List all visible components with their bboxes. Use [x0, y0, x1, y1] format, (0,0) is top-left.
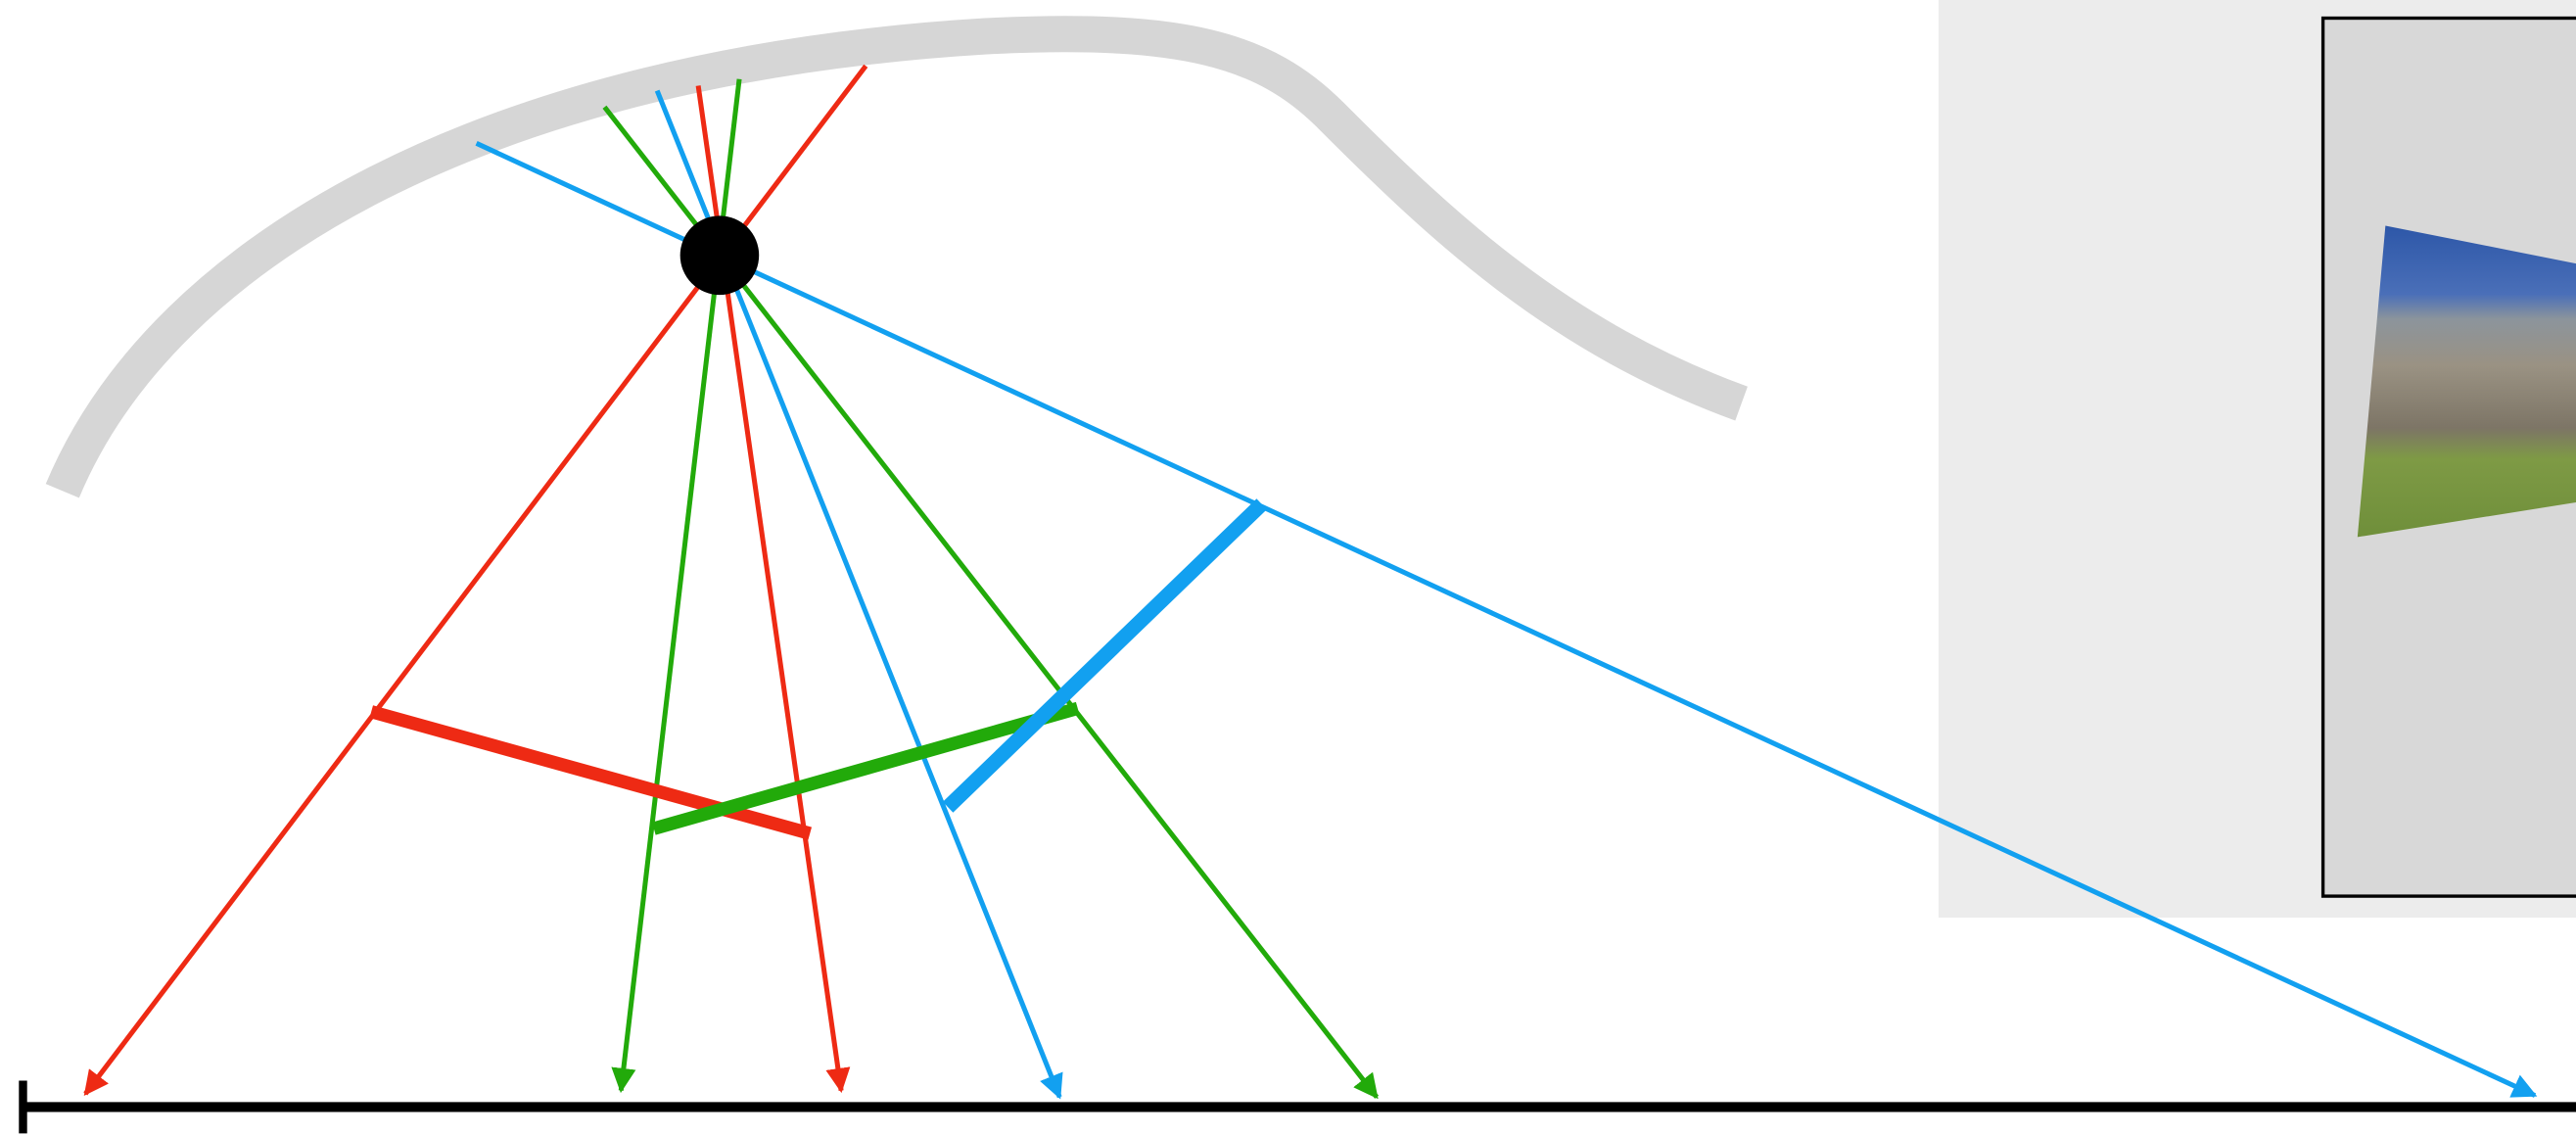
segment [369, 705, 813, 840]
curve [45, 16, 1748, 498]
ray [83, 64, 868, 1096]
photo [2357, 225, 2576, 538]
segment [651, 701, 1080, 835]
ray [475, 141, 2538, 1098]
center-point [679, 215, 760, 296]
segment [942, 498, 1267, 813]
